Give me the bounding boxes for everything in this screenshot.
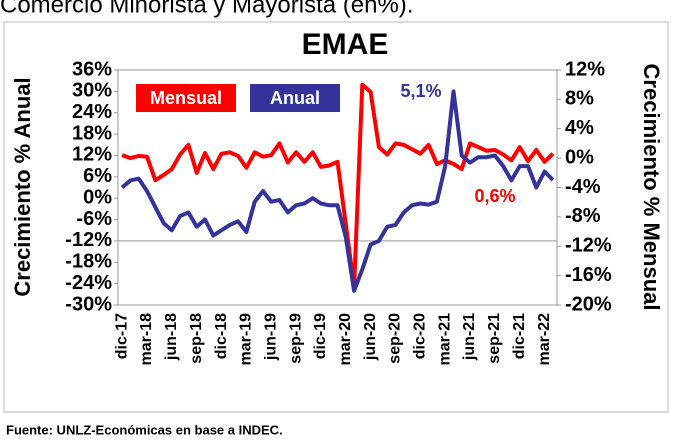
x-tick-label: dic-19	[312, 313, 329, 359]
x-tick-label: dic-20	[412, 313, 429, 359]
annotation: 5,1%	[400, 81, 441, 101]
y-axis-title: Crecimiento % Anual	[10, 77, 35, 296]
y2-tick-label: -4%	[565, 176, 601, 198]
y-tick-label: 30%	[72, 80, 112, 102]
y-tick-label: 0%	[83, 186, 112, 208]
legend-label: Mensual	[150, 88, 222, 108]
y2-tick-label: -20%	[565, 293, 612, 315]
x-tick-label: jun-21	[461, 313, 478, 361]
y-tick-label: 6%	[83, 165, 112, 187]
source-note: Fuente: UNLZ-Económicas en base a INDEC.	[6, 422, 283, 437]
x-tick-label: sep-18	[188, 313, 205, 364]
legend-label: Anual	[270, 88, 320, 108]
y-tick-label: 18%	[72, 122, 112, 144]
series-line	[121, 82, 555, 289]
annotation: 0,6%	[474, 186, 515, 206]
y-tick-label: 36%	[72, 58, 112, 80]
legend-swatch	[250, 84, 340, 112]
y2-axis-title: Crecimiento % Mensual	[639, 64, 664, 311]
series-line	[120, 89, 555, 293]
y-tick-label: -24%	[65, 272, 112, 294]
y2-tick-label: 4%	[565, 117, 594, 139]
x-tick-label: dic-17	[113, 313, 130, 359]
x-tick-label: sep-20	[387, 313, 404, 364]
x-tick-label: jun-19	[262, 313, 279, 361]
x-tick-label: mar-21	[436, 313, 453, 366]
y2-tick-label: -8%	[565, 205, 601, 227]
y-tick-label: -6%	[76, 208, 112, 230]
y-tick-label: 12%	[72, 144, 112, 166]
x-tick-label: mar-22	[536, 313, 553, 366]
x-tick-label: sep-19	[287, 313, 304, 364]
x-tick-label: dic-18	[213, 313, 230, 359]
chart-title: EMAE	[302, 28, 389, 61]
chart-subtitle: Comercio Minorista y Mayorista (en%).	[0, 0, 413, 18]
x-tick-label: jun-20	[362, 313, 379, 361]
legend-swatch	[136, 84, 236, 112]
y2-tick-label: 12%	[565, 58, 605, 80]
y2-tick-label: 8%	[565, 88, 594, 110]
x-tick-label: mar-19	[238, 313, 255, 366]
y2-tick-label: 0%	[565, 146, 594, 168]
x-tick-label: jun-18	[163, 313, 180, 361]
y2-tick-label: -16%	[565, 264, 612, 286]
x-tick-label: dic-21	[511, 313, 528, 359]
x-tick-label: sep-21	[486, 313, 503, 364]
x-tick-label: mar-18	[138, 313, 155, 366]
y-tick-label: -18%	[65, 251, 112, 273]
x-tick-label: mar-20	[337, 313, 354, 366]
y-tick-label: -12%	[65, 229, 112, 251]
y2-tick-label: -12%	[565, 235, 612, 257]
y-tick-label: 24%	[72, 101, 112, 123]
y-tick-label: -30%	[65, 293, 112, 315]
